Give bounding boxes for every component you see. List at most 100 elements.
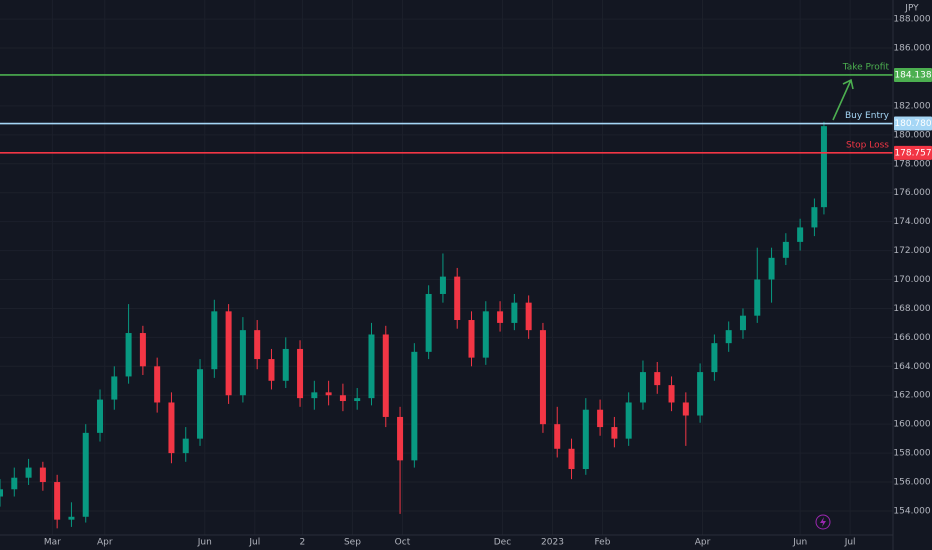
x-tick-label: Dec <box>494 538 511 548</box>
target-arrow <box>832 78 854 121</box>
y-tick-label: 158.000 <box>893 449 930 459</box>
y-tick-label: 156.000 <box>893 478 930 488</box>
candle-body <box>682 402 689 416</box>
x-tick-label: Jul <box>844 538 856 548</box>
event-icon-bolt <box>820 517 826 527</box>
x-tick-label: Apr <box>97 538 113 548</box>
y-tick-label: 178.000 <box>893 159 930 169</box>
candle-body <box>454 276 461 321</box>
candle-body <box>768 257 775 280</box>
candle-body <box>211 311 218 370</box>
level-price-label: 180.780 <box>894 119 931 129</box>
candle-body <box>725 330 732 344</box>
candle-body <box>439 276 446 294</box>
x-tick-label: Jun <box>792 538 807 548</box>
candle-body <box>697 372 704 416</box>
candle-body <box>525 302 532 331</box>
y-tick-label: 174.000 <box>893 217 930 227</box>
candle-body <box>11 477 18 490</box>
x-tick-label: Feb <box>595 538 611 548</box>
candle-body <box>325 392 332 396</box>
level-name: Buy Entry <box>845 111 890 121</box>
candle-body <box>239 330 246 396</box>
candle-body <box>597 409 604 428</box>
candle-body <box>568 448 575 470</box>
event-icon <box>815 514 831 530</box>
candle-body <box>820 126 827 208</box>
y-tick-label: 188.000 <box>893 15 930 25</box>
grid <box>0 0 893 535</box>
x-tick-label: Jun <box>197 538 212 548</box>
candle-body <box>368 334 375 399</box>
candle-body <box>468 320 475 358</box>
candle-body <box>311 392 318 399</box>
y-tick-label: 182.000 <box>893 101 930 111</box>
candle-body <box>0 489 3 497</box>
y-tick-label: 154.000 <box>893 506 930 516</box>
candle-body <box>711 343 718 373</box>
level-name: Take Profit <box>842 62 890 72</box>
level-price-box <box>894 67 932 82</box>
x-tick-label: Sep <box>344 538 361 548</box>
candle-body <box>539 330 546 425</box>
candle-body <box>654 372 661 386</box>
candle-body <box>739 315 746 331</box>
candle-body <box>25 467 32 478</box>
candle-body <box>297 348 304 399</box>
x-tick-label: 2 <box>300 538 306 548</box>
y-tick-label: 160.000 <box>893 420 930 430</box>
y-tick-label: 164.000 <box>893 362 930 372</box>
candle-body <box>554 424 561 449</box>
candle-body <box>582 409 589 470</box>
y-tick-label: 180.000 <box>893 130 930 140</box>
candle-body <box>268 359 275 381</box>
candle-body <box>68 516 75 520</box>
candle-body <box>225 311 232 396</box>
level-price-box <box>894 145 932 160</box>
axes: 154.000 156.000 158.000 160.000 162.000 164.0… <box>44 15 931 548</box>
candle-body <box>639 372 646 403</box>
levels: Take Profit 184.138 Buy Entry 180.780 Stop L… <box>0 62 932 160</box>
currency-label: JPY <box>904 4 919 14</box>
candle-body <box>382 334 389 417</box>
x-tick-label: Apr <box>695 538 711 548</box>
y-tick-label: 166.000 <box>893 333 930 343</box>
candle-body <box>797 227 804 242</box>
y-tick-label: 168.000 <box>893 304 930 314</box>
x-tick-label: Jul <box>248 538 260 548</box>
candle-body <box>139 333 146 367</box>
candle-body <box>425 293 432 352</box>
level-price-box <box>894 116 932 131</box>
x-tick-label: Oct <box>395 538 411 548</box>
candle-body <box>782 241 789 258</box>
y-tick-label: 170.000 <box>893 275 930 285</box>
x-tick-label: Mar <box>44 538 61 548</box>
candle-body <box>182 438 189 454</box>
candle-body <box>482 311 489 358</box>
candles <box>0 121 827 529</box>
candle-body <box>625 402 632 439</box>
candle-body <box>411 351 418 461</box>
y-tick-label: 176.000 <box>893 188 930 198</box>
y-tick-label: 162.000 <box>893 391 930 401</box>
x-tick-label: 2023 <box>541 538 564 548</box>
candle-body <box>197 369 204 439</box>
candle-body <box>811 207 818 228</box>
candle-body <box>282 348 289 381</box>
candle-body <box>611 427 618 439</box>
candle-body <box>82 432 89 517</box>
level-name: Stop Loss <box>846 140 889 150</box>
candle-body <box>125 333 132 377</box>
candle-body <box>354 398 361 402</box>
candle-body <box>339 395 346 402</box>
candle-body <box>154 366 161 403</box>
candle-body <box>54 482 61 520</box>
candle-body <box>111 376 118 400</box>
y-tick-label: 172.000 <box>893 246 930 256</box>
y-tick-label: 186.000 <box>893 44 930 54</box>
candle-body <box>254 330 261 360</box>
candle-body <box>511 302 518 323</box>
candle-body <box>39 467 46 483</box>
